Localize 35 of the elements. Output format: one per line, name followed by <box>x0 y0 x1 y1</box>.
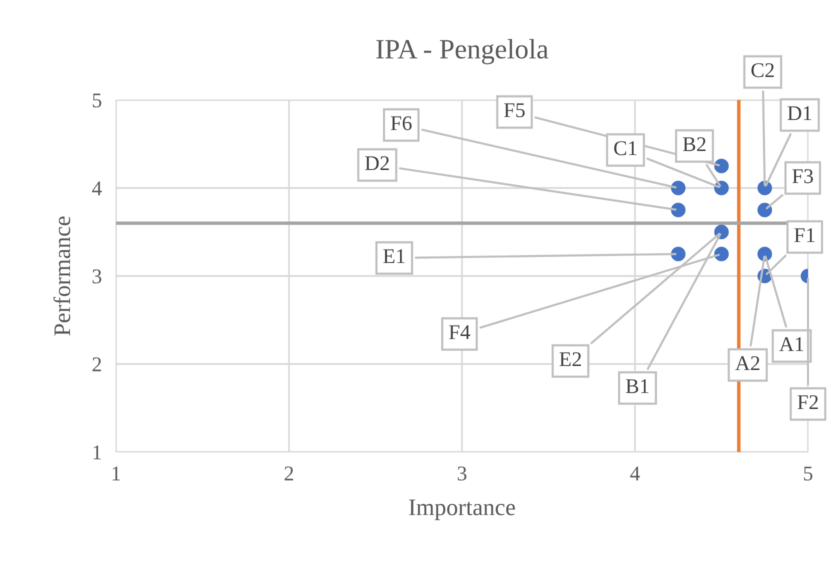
annotation: D1 <box>788 106 812 120</box>
annotation: F2 <box>798 395 818 410</box>
x-axis-title: Importance <box>409 500 515 520</box>
y-tick-label: 3 <box>92 269 102 284</box>
annotation: E1 <box>383 249 405 264</box>
y-tick-label: 2 <box>92 357 101 372</box>
y-tick-label: 5 <box>92 94 102 108</box>
x-tick-label: 1 <box>112 466 120 480</box>
point <box>714 158 729 174</box>
annotation: F3 <box>792 169 813 184</box>
point <box>757 202 772 218</box>
x-tick-label: 5 <box>804 466 812 481</box>
point <box>670 202 686 218</box>
annotation: E2 <box>560 352 581 366</box>
annotation: C2 <box>751 63 774 78</box>
annotation: F1 <box>794 228 814 242</box>
annotation: F6 <box>390 116 412 130</box>
annotation: B2 <box>682 137 706 152</box>
x-tick-label: 4 <box>630 466 640 480</box>
annotation: A1 <box>779 337 804 352</box>
chart-title: IPA - Pengelola <box>376 39 548 64</box>
point <box>670 180 686 196</box>
y-tick-label: 4 <box>92 182 102 196</box>
annotation: A2 <box>735 356 760 370</box>
annotation: F4 <box>449 325 470 340</box>
annotation: D2 <box>365 156 389 170</box>
point <box>670 246 686 262</box>
x-tick-label: 2 <box>284 466 294 480</box>
point <box>714 246 729 262</box>
x-tick-label: 3 <box>458 466 466 481</box>
y-axis-title: Performance <box>53 216 70 336</box>
y-tick-label: 1 <box>94 445 101 460</box>
annotation: F5 <box>504 103 525 118</box>
annotation: B1 <box>626 379 648 394</box>
annotation: C1 <box>614 141 636 156</box>
